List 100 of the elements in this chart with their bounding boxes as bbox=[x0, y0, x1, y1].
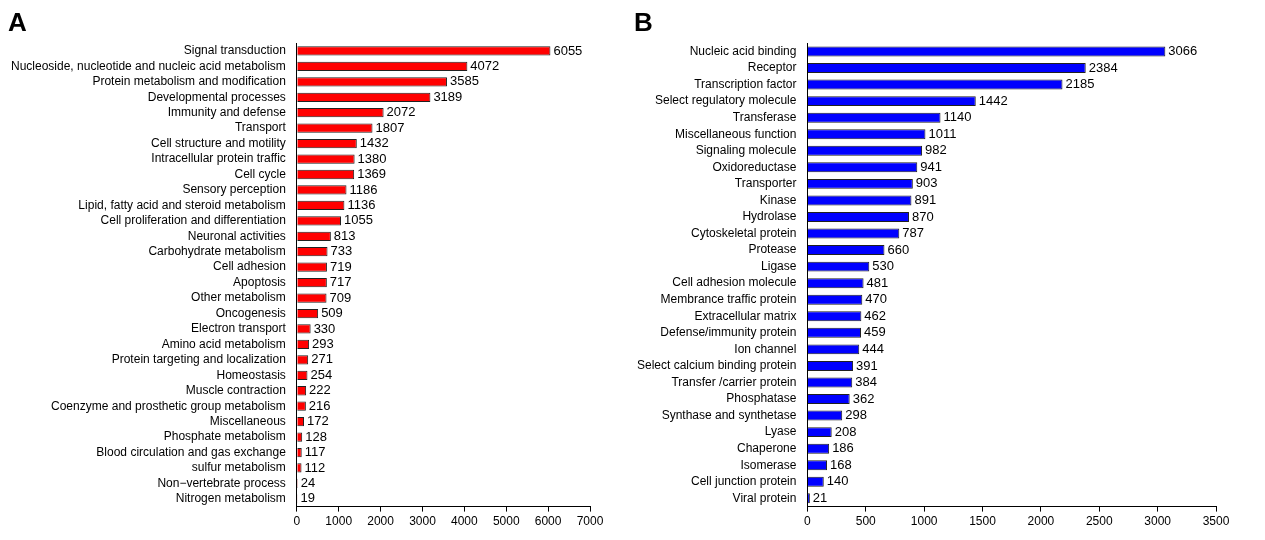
x-tick-label: 4000 bbox=[451, 514, 479, 529]
y-tick-label: Non−vertebrate process bbox=[157, 475, 286, 490]
data-label: 6055 bbox=[553, 42, 583, 58]
y-tick-label: Immunity and defense bbox=[167, 105, 287, 120]
data-label: 709 bbox=[329, 289, 352, 305]
y-tick-label: Ligase bbox=[761, 258, 797, 273]
data-label: 362 bbox=[852, 390, 875, 406]
y-tick-label: Cell structure and motility bbox=[151, 135, 286, 150]
x-tick-label: 3000 bbox=[409, 514, 437, 529]
y-tick-label: Defense/immunity protein bbox=[660, 325, 797, 340]
data-label: 891 bbox=[914, 192, 937, 207]
y-tick-label: Nitrogen metabolism bbox=[175, 491, 286, 506]
data-label: 813 bbox=[333, 227, 356, 243]
y-tick-label: Cytoskeletal protein bbox=[691, 225, 797, 240]
data-label: 1442 bbox=[978, 92, 1008, 108]
y-tick-label: Miscellaneous bbox=[209, 413, 286, 428]
data-label: 21 bbox=[812, 489, 828, 505]
x-tick-label: 2500 bbox=[1085, 514, 1113, 529]
y-tick-label: Hydrolase bbox=[742, 209, 797, 224]
y-tick-label: Cell proliferation and differentiation bbox=[100, 213, 286, 228]
y-tick-label: Ion channel bbox=[734, 341, 797, 356]
y-tick-label: Sensory perception bbox=[182, 182, 286, 197]
data-label: 719 bbox=[329, 258, 352, 274]
y-tick-label: Lipid, fatty acid and steroid metabolism bbox=[78, 197, 286, 212]
x-tick-label: 0 bbox=[804, 514, 812, 529]
y-tick-label: Protein targeting and localization bbox=[111, 352, 286, 367]
x-tick-label: 0 bbox=[293, 514, 301, 529]
y-tick-label: Kinase bbox=[759, 192, 797, 207]
y-tick-label: Intracellular protein traffic bbox=[151, 151, 286, 166]
data-label: 2185 bbox=[1065, 76, 1095, 92]
y-tick-label: Amino acid metabolism bbox=[161, 336, 286, 351]
y-tick-label: Cell cycle bbox=[234, 166, 287, 181]
y-tick-label: Protein metabolism and modification bbox=[92, 74, 286, 89]
data-label: 4072 bbox=[470, 57, 500, 73]
y-tick-label: Blood circulation and gas exchange bbox=[96, 444, 287, 459]
y-tick-label: Extracellular matrix bbox=[694, 308, 797, 323]
y-tick-label: Phosphate metabolism bbox=[163, 429, 286, 444]
data-label: 19 bbox=[300, 490, 316, 506]
data-label: 271 bbox=[311, 351, 333, 367]
data-label: 140 bbox=[826, 473, 849, 489]
y-tick-label: sulfur metabolism bbox=[191, 460, 286, 475]
y-tick-label: Muscle contraction bbox=[185, 383, 286, 398]
data-label: 903 bbox=[915, 175, 938, 191]
data-label: 208 bbox=[834, 423, 857, 439]
data-label: 660 bbox=[887, 241, 910, 257]
y-tick-label: Signaling molecule bbox=[695, 143, 797, 158]
x-tick-label: 7000 bbox=[576, 514, 604, 529]
y-tick-label: Oxidoreductase bbox=[712, 159, 797, 174]
data-label: 787 bbox=[902, 225, 924, 241]
data-label: 509 bbox=[321, 305, 343, 321]
y-tick-label: Lyase bbox=[764, 424, 797, 439]
data-label: 1369 bbox=[357, 166, 387, 182]
x-tick-label: 3000 bbox=[1144, 514, 1172, 529]
y-tick-label: Membrance traffic protein bbox=[660, 292, 797, 307]
text: A bbox=[8, 6, 27, 37]
data-label: 330 bbox=[313, 320, 336, 336]
data-label: 717 bbox=[329, 274, 352, 290]
y-tick-label: Carbohydrate metabolism bbox=[148, 244, 286, 259]
y-tick-label: Synthase and synthetase bbox=[661, 407, 797, 422]
y-tick-label: Cell adhesion bbox=[213, 259, 286, 274]
y-tick-label: Nucleic acid binding bbox=[689, 43, 797, 58]
data-label: 168 bbox=[830, 456, 852, 472]
data-label: 293 bbox=[312, 335, 334, 351]
data-label: 112 bbox=[304, 459, 326, 475]
data-label: 1140 bbox=[943, 109, 972, 125]
x-tick-label: 1500 bbox=[969, 514, 997, 529]
y-tick-label: Transferase bbox=[732, 109, 797, 124]
y-tick-label: Protease bbox=[748, 242, 797, 257]
data-label: 384 bbox=[855, 374, 877, 390]
data-label: 470 bbox=[865, 291, 887, 307]
y-tick-label: Oncogenesis bbox=[215, 305, 286, 320]
data-label: 1432 bbox=[359, 135, 389, 151]
data-label: 298 bbox=[845, 407, 867, 423]
y-tick-label: Select calcium binding protein bbox=[637, 358, 797, 373]
data-label: 2072 bbox=[386, 104, 416, 120]
data-label: 941 bbox=[920, 158, 942, 174]
y-tick-label: Transfer /carrier protein bbox=[671, 374, 797, 389]
data-label: 2384 bbox=[1088, 59, 1118, 75]
data-label: 391 bbox=[856, 357, 878, 373]
y-tick-label: Cell junction protein bbox=[691, 474, 797, 489]
data-label: 1186 bbox=[349, 181, 378, 197]
x-tick-label: 500 bbox=[855, 514, 877, 529]
y-tick-label: Coenzyme and prosthetic group metabolism bbox=[51, 398, 286, 413]
y-tick-label: Viral protein bbox=[732, 490, 797, 505]
data-label: 128 bbox=[305, 428, 327, 444]
data-label: 3585 bbox=[449, 73, 479, 89]
y-tick-label: Chaperone bbox=[737, 440, 797, 455]
data-label: 444 bbox=[862, 340, 884, 356]
y-tick-label: Homeostasis bbox=[216, 367, 286, 382]
data-label: 1136 bbox=[347, 196, 376, 212]
y-tick-label: Developmental processes bbox=[147, 89, 286, 104]
data-label: 1380 bbox=[357, 150, 387, 166]
y-tick-label: Phosphatase bbox=[726, 391, 797, 406]
data-label: 1011 bbox=[928, 125, 957, 141]
data-label: 172 bbox=[307, 413, 329, 429]
x-tick-label: 1000 bbox=[325, 514, 353, 529]
data-label: 24 bbox=[300, 475, 316, 491]
x-tick-label: 2000 bbox=[367, 514, 395, 529]
data-label: 3189 bbox=[433, 88, 463, 104]
y-tick-label: Electron transport bbox=[191, 321, 287, 336]
